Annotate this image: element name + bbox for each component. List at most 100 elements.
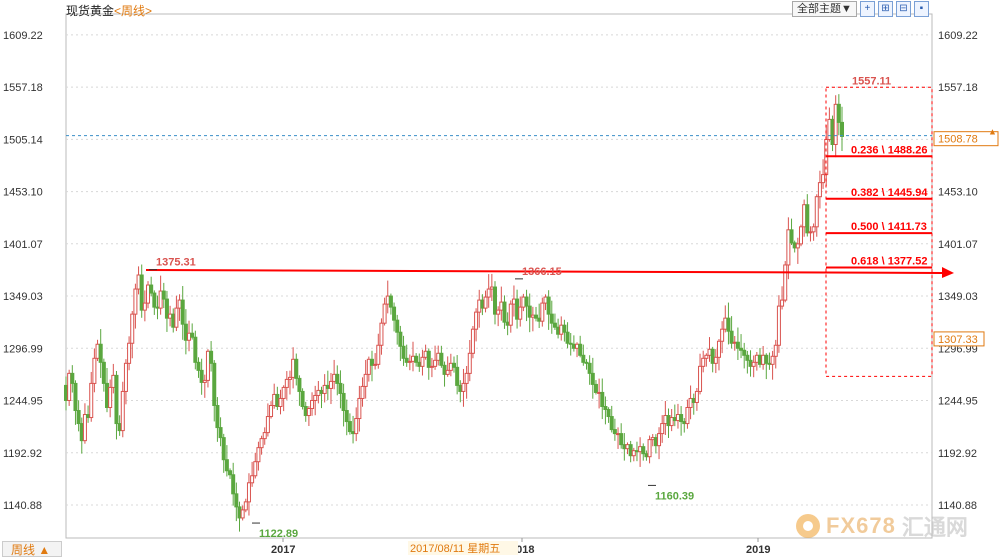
candle-body — [278, 397, 283, 407]
candle-body — [707, 348, 712, 356]
candle-body — [518, 306, 523, 320]
candle-body — [366, 358, 371, 375]
y-tick-label: 1453.10 — [3, 187, 43, 199]
candle-body — [461, 382, 466, 392]
x-tick-label: 2017 — [271, 544, 295, 556]
candle-body — [625, 444, 630, 450]
fullscreen-button[interactable]: ▪ — [913, 1, 929, 17]
chart-toolbar: 全部主题▼ + ⊞ ⊟ ▪ — [792, 1, 929, 17]
candle-body — [164, 298, 169, 319]
candle-body — [196, 361, 201, 371]
layout-button[interactable]: ⊟ — [895, 1, 911, 17]
candle-body — [720, 328, 725, 342]
candle-body — [117, 423, 122, 432]
high-2016-label: 1375.31 — [156, 257, 196, 269]
y-tick-label-right: 1609.22 — [938, 30, 978, 42]
candle-body — [190, 332, 195, 338]
candle-body — [313, 394, 318, 401]
candle-body — [385, 295, 390, 305]
candle-body — [761, 354, 766, 365]
y-tick-label-right: 1349.03 — [938, 291, 978, 303]
candle-body — [130, 313, 135, 344]
candle-body — [303, 405, 308, 417]
candle-body — [275, 393, 280, 407]
candle-body — [262, 432, 267, 440]
candle-body — [388, 295, 393, 308]
candle-body — [587, 362, 592, 374]
candle-body — [347, 421, 352, 433]
price-arrow-icon: ▲ — [988, 127, 997, 137]
candle-body — [152, 292, 157, 308]
candle-body — [363, 373, 368, 387]
candle-body — [767, 362, 772, 365]
candle-body — [281, 386, 286, 399]
x-tick-label: 2019 — [746, 544, 770, 556]
candle-body — [351, 431, 356, 435]
candle-body — [202, 379, 207, 383]
candle-body — [521, 296, 526, 308]
low-2016-label: 1122.89 — [259, 528, 298, 540]
candle-body — [287, 376, 292, 380]
candle-body — [704, 354, 709, 359]
candle-body — [546, 296, 551, 315]
candle-body — [250, 475, 255, 484]
current-price-box — [933, 131, 999, 147]
candle-body — [445, 369, 450, 375]
candle-body — [817, 182, 822, 198]
candle-body — [814, 196, 819, 228]
candle-body — [515, 298, 520, 320]
candle-body — [67, 372, 72, 401]
candle-body — [701, 357, 706, 367]
candle-body — [127, 342, 132, 364]
candle-body — [499, 301, 504, 311]
candle-body — [764, 354, 769, 364]
fx678-logo-icon — [796, 514, 820, 538]
candle-body — [811, 226, 816, 233]
resistance-line — [145, 268, 943, 274]
candle-body — [612, 429, 617, 435]
candle-body — [272, 393, 277, 406]
crosshair-date-label: 2017/08/11 星期五 — [410, 542, 500, 555]
candle-body — [256, 447, 261, 463]
theme-select[interactable]: 全部主题▼ — [792, 1, 857, 17]
candle-body — [675, 414, 680, 422]
candle-body — [581, 354, 586, 363]
candle-body — [338, 382, 343, 394]
candle-body — [647, 439, 652, 458]
candle-body — [590, 372, 595, 385]
candle-body — [723, 317, 728, 330]
candle-body — [294, 358, 299, 379]
add-indicator-button[interactable]: + — [859, 1, 875, 17]
candles-layer — [64, 94, 844, 532]
period-button[interactable]: 周线 ▲ — [2, 541, 62, 557]
y-tick-label-right: 1453.10 — [938, 187, 978, 199]
candle-body — [316, 389, 321, 396]
y-tick-label: 1140.88 — [3, 500, 42, 512]
candle-body — [634, 450, 639, 453]
expand-view-button[interactable]: ⊞ — [877, 1, 893, 17]
candle-body — [802, 204, 807, 228]
candle-body — [414, 355, 419, 363]
candle-body — [423, 350, 428, 358]
candle-body — [496, 309, 501, 315]
y-tick-label-right: 1192.92 — [938, 448, 977, 460]
candle-body — [332, 373, 337, 382]
candle-body — [534, 314, 539, 319]
candle-body — [379, 322, 384, 346]
candle-body — [442, 364, 447, 375]
candle-body — [593, 383, 598, 393]
y-tick-label-right: 1140.88 — [938, 500, 977, 512]
candle-body — [354, 418, 359, 435]
candle-body — [291, 358, 296, 378]
candle-body — [73, 382, 78, 412]
current-price-label: 1508.78 — [938, 134, 978, 146]
candle-body — [483, 296, 488, 309]
candle-body — [616, 433, 621, 436]
candle-body — [679, 414, 684, 423]
candle-body — [174, 307, 179, 328]
candle-body — [452, 362, 456, 368]
candle-body — [663, 415, 668, 425]
candle-body — [357, 397, 362, 420]
candle-body — [95, 343, 100, 359]
